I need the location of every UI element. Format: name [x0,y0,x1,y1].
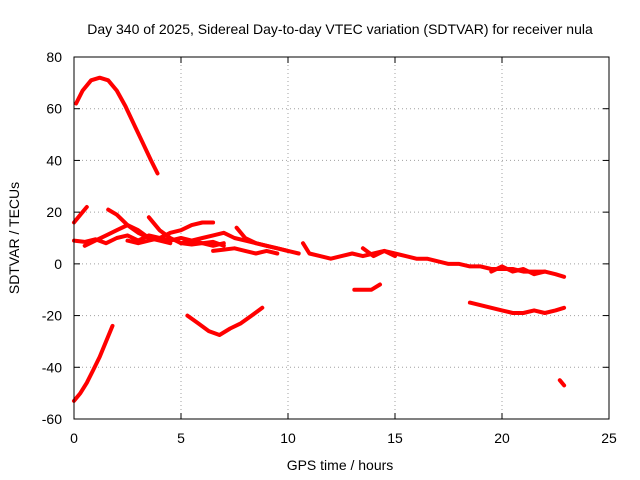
y-axis-ticks: 80 60 40 20 0 -20 -40 -60 [42,49,609,427]
series-arc-long-3 [489,264,547,277]
x-tick-label: 0 [70,430,78,446]
series-arc-low [72,323,115,403]
chart-title: Day 340 of 2025, Sidereal Day-to-day VTE… [87,21,593,37]
y-axis-label: SDTVAR / TECUs [6,182,22,294]
y-tick-label: -60 [42,411,62,427]
y-tick-label: 20 [46,204,62,220]
x-tick-label: 5 [177,430,185,446]
series-arc-band-3 [106,207,173,246]
x-tick-label: 10 [280,430,296,446]
x-axis-label: GPS time / hours [287,457,394,473]
y-tick-label: 80 [46,49,62,65]
y-tick-label: -20 [42,308,62,324]
plot-frame [73,56,610,420]
y-tick-label: 0 [54,256,62,272]
series-arc-mid-3 [211,246,280,256]
x-tick-label: 20 [494,430,510,446]
data-series [72,75,567,403]
series-arc-high [74,75,160,176]
series-arc-small [352,282,382,292]
x-tick-label: 25 [601,430,617,446]
series-arc-band-4 [125,220,216,246]
y-tick-label: 40 [46,152,62,168]
x-axis-ticks: 0 5 10 15 20 25 [70,57,617,446]
y-tick-label: -40 [42,359,62,375]
series-arc-mid-2 [234,225,290,253]
series-arc-short-start [72,205,89,225]
series-arc-tail [557,378,567,388]
series-arc-low-right [467,300,567,315]
series-arc-dip [185,305,265,337]
x-tick-label: 15 [387,430,403,446]
series-arc-long-2 [360,246,397,259]
y-tick-label: 60 [46,101,62,117]
series-arc-band-2 [82,223,151,248]
